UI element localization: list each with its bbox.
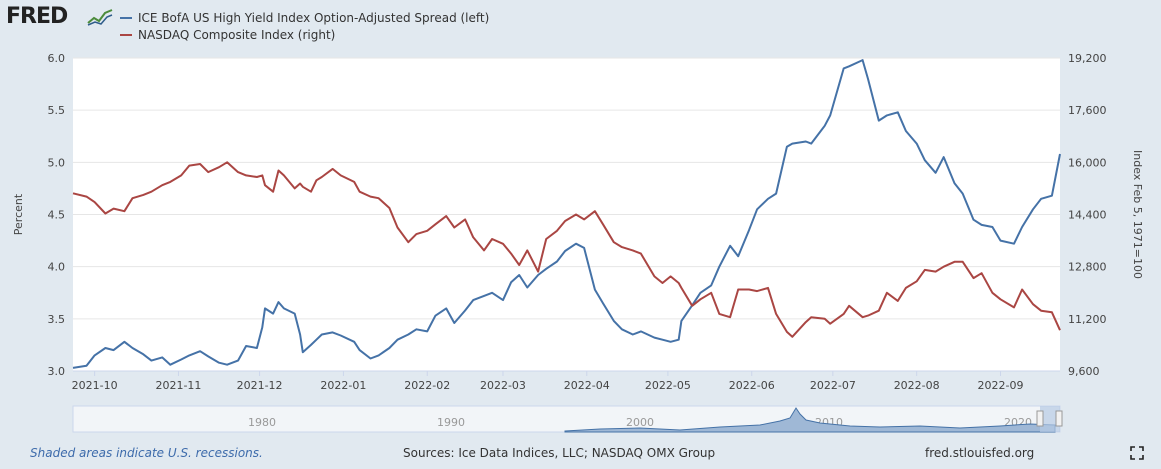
y-left-axis-title: Percent <box>12 193 25 235</box>
recession-note: Shaded areas indicate U.S. recessions. <box>30 446 263 460</box>
navigator-year-label: 2000 <box>626 416 654 429</box>
y-left-tick-label: 5.5 <box>48 104 66 117</box>
y-right-tick-label: 9,600 <box>1068 365 1100 378</box>
x-tick-label: 2022-07 <box>810 379 856 392</box>
x-tick-label: 2022-05 <box>645 379 691 392</box>
y-left-tick-label: 6.0 <box>48 52 66 65</box>
series-line-nasdaq[interactable] <box>72 161 1061 338</box>
legend-label-nasdaq: NASDAQ Composite Index (right) <box>138 27 336 42</box>
x-tick-label: 2022-08 <box>894 379 940 392</box>
fred-logo[interactable]: FRED <box>6 4 68 29</box>
y-right-tick-label: 12,800 <box>1068 261 1107 274</box>
sources-text: Sources: Ice Data Indices, LLC; NASDAQ O… <box>403 446 716 460</box>
legend-swatch-blue <box>120 16 132 19</box>
x-tick-label: 2021-11 <box>155 379 201 392</box>
y-left-tick-label: 5.0 <box>48 156 66 169</box>
navigator-year-label: 1980 <box>248 416 276 429</box>
legend-item-nasdaq[interactable]: NASDAQ Composite Index (right) <box>120 26 489 43</box>
x-tick-label: 2022-06 <box>729 379 775 392</box>
y-right-tick-label: 19,200 <box>1068 52 1107 65</box>
x-tick-label: 2022-02 <box>404 379 450 392</box>
y-left-tick-label: 3.5 <box>48 313 66 326</box>
y-left-tick-label: 4.0 <box>48 261 66 274</box>
y-right-tick-label: 17,600 <box>1068 104 1107 117</box>
y-right-tick-label: 11,200 <box>1068 313 1107 326</box>
navigator-year-label: 1990 <box>437 416 465 429</box>
y-right-axis-title: Index Feb 5, 1971=100 <box>1131 150 1144 279</box>
legend-item-spread[interactable]: ICE BofA US High Yield Index Option-Adju… <box>120 9 489 26</box>
chart-legend: ICE BofA US High Yield Index Option-Adju… <box>120 9 489 43</box>
navigator-handle-right[interactable] <box>1055 410 1063 427</box>
x-tick-label: 2022-09 <box>978 379 1024 392</box>
y-right-tick-label: 16,000 <box>1068 156 1107 169</box>
x-tick-label: 2022-04 <box>564 379 610 392</box>
series-line-spread[interactable] <box>72 59 1061 369</box>
navigator-handle-left[interactable] <box>1036 410 1044 427</box>
trend-line-icon <box>87 8 113 26</box>
x-tick-label: 2022-03 <box>480 379 526 392</box>
y-right-tick-label: 14,400 <box>1068 209 1107 222</box>
x-tick-label: 2022-01 <box>320 379 366 392</box>
y-left-tick-label: 3.0 <box>48 365 66 378</box>
y-left-tick-label: 4.5 <box>48 209 66 222</box>
x-tick-label: 2021-12 <box>237 379 283 392</box>
fullscreen-icon[interactable] <box>1130 446 1144 460</box>
legend-label-spread: ICE BofA US High Yield Index Option-Adju… <box>138 10 490 25</box>
legend-swatch-red <box>120 33 132 36</box>
navigator-selected-range[interactable] <box>1040 406 1060 432</box>
site-link[interactable]: fred.stlouisfed.org <box>925 446 1035 460</box>
x-tick-label: 2021-10 <box>72 379 118 392</box>
